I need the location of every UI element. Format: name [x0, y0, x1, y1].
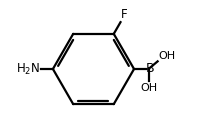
- Text: OH: OH: [140, 83, 157, 93]
- Text: OH: OH: [158, 51, 175, 61]
- Text: F: F: [121, 8, 128, 22]
- Text: B: B: [146, 63, 155, 75]
- Text: H$_2$N: H$_2$N: [16, 61, 40, 77]
